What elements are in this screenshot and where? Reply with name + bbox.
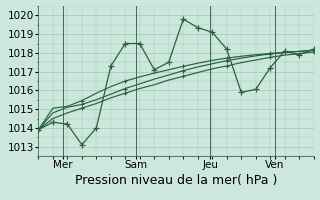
X-axis label: Pression niveau de la mer( hPa ): Pression niveau de la mer( hPa ) — [75, 174, 277, 187]
